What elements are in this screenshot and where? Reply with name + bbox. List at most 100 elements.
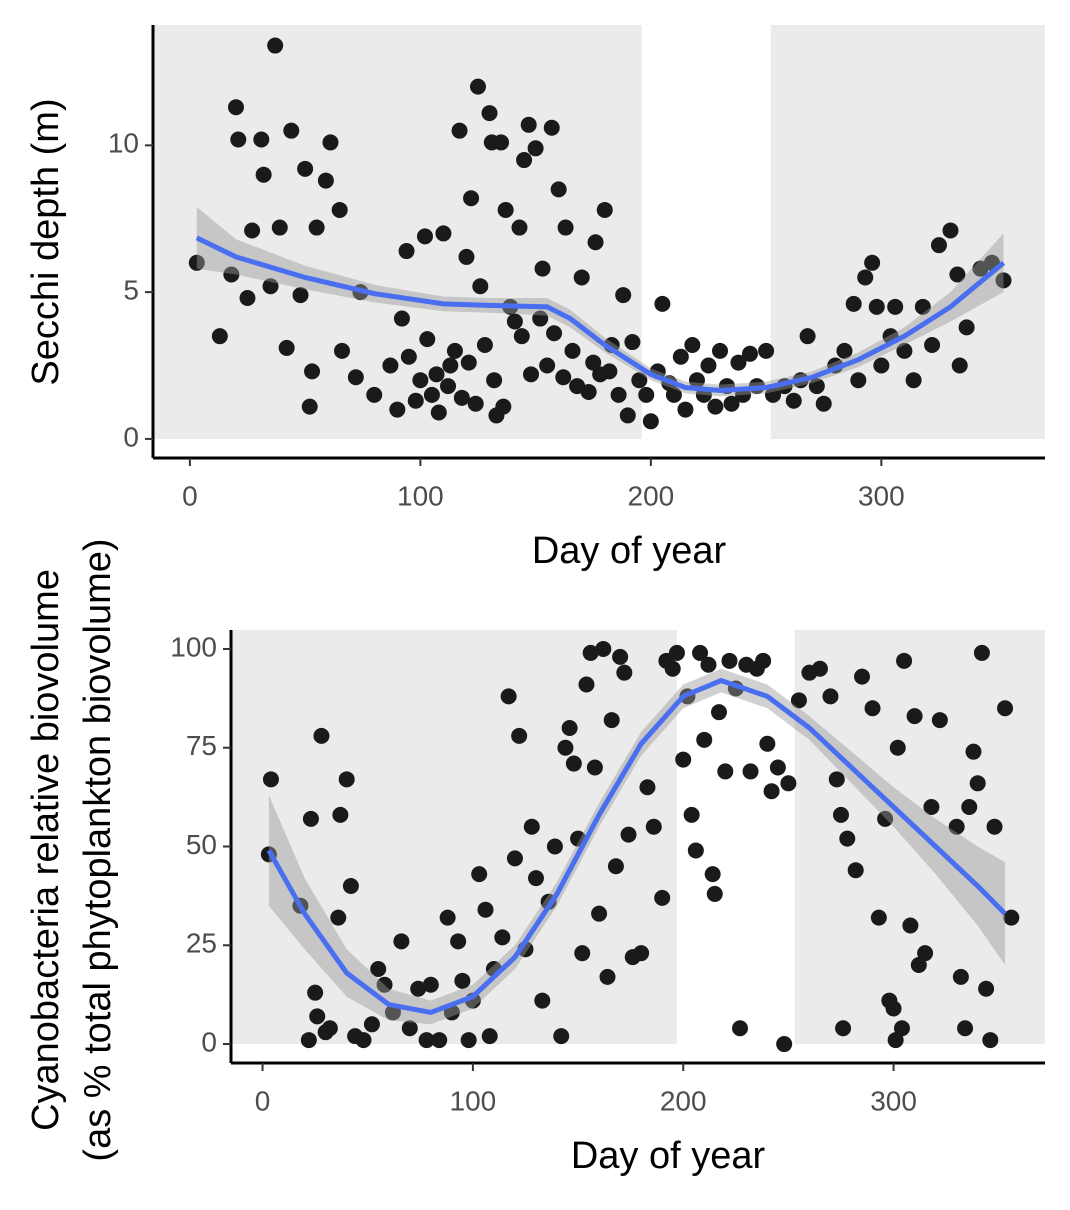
- data-point: [534, 260, 551, 277]
- data-point: [481, 1028, 498, 1045]
- data-point: [596, 201, 613, 218]
- data-point: [603, 712, 620, 729]
- data-point: [211, 328, 228, 345]
- data-point: [712, 342, 729, 359]
- data-point: [610, 386, 627, 403]
- data-point: [458, 248, 475, 265]
- x-axis-title: Day of year: [571, 1135, 766, 1177]
- data-point: [292, 287, 309, 304]
- data-point: [523, 366, 540, 383]
- data-point: [704, 866, 721, 883]
- x-tick-label: 0: [182, 480, 198, 511]
- data-point: [476, 336, 493, 353]
- data-point: [569, 378, 586, 395]
- data-point: [534, 992, 551, 1009]
- data-point: [973, 644, 990, 661]
- data-point: [982, 1032, 999, 1049]
- data-point: [271, 219, 288, 236]
- data-point: [619, 407, 636, 424]
- data-point: [665, 386, 682, 403]
- data-point: [435, 225, 452, 242]
- data-point: [546, 838, 563, 855]
- data-point: [539, 357, 556, 374]
- data-point: [407, 392, 424, 409]
- data-point: [506, 850, 523, 867]
- data-point: [864, 254, 881, 271]
- data-point: [471, 866, 488, 883]
- data-point: [949, 266, 966, 283]
- x-tick-label: 300: [870, 1085, 917, 1116]
- data-point: [460, 354, 477, 371]
- data-point: [832, 806, 849, 823]
- data-point: [586, 759, 603, 776]
- data-point: [283, 122, 300, 139]
- data-point: [389, 401, 406, 418]
- data-point: [710, 704, 727, 721]
- data-point: [923, 798, 940, 815]
- data-point: [557, 219, 574, 236]
- data-point: [995, 272, 1012, 289]
- confidence-band: [268, 668, 1006, 1025]
- data-point: [410, 980, 427, 997]
- data-point: [511, 727, 528, 744]
- data-point: [331, 201, 348, 218]
- data-point: [668, 644, 685, 661]
- data-point: [672, 348, 689, 365]
- y-tick-label: 75: [186, 730, 217, 761]
- x-tick-label: 300: [858, 480, 905, 511]
- y-tick-label: 25: [186, 928, 217, 959]
- data-point: [582, 644, 599, 661]
- data-point: [553, 1028, 570, 1045]
- data-point: [230, 131, 247, 148]
- data-point: [706, 885, 723, 902]
- data-point: [439, 909, 456, 926]
- data-point: [642, 413, 659, 430]
- x-tick-label: 100: [450, 1085, 497, 1116]
- data-point: [930, 237, 947, 254]
- data-point: [780, 775, 797, 792]
- x-axis-title: Day of year: [532, 530, 727, 572]
- y-tick-label: 5: [123, 275, 139, 306]
- data-point: [422, 976, 439, 993]
- smooth-line: [195, 235, 1006, 393]
- data-point: [620, 826, 637, 843]
- data-point: [446, 342, 463, 359]
- data-point: [393, 310, 410, 327]
- data-point: [765, 386, 782, 403]
- data-point: [428, 366, 445, 383]
- data-point: [300, 1032, 317, 1049]
- data-point: [961, 798, 978, 815]
- data-point: [454, 972, 471, 989]
- data-point: [227, 99, 244, 116]
- data-point: [790, 692, 807, 709]
- data-point: [742, 763, 759, 780]
- y-axis-title: Secchi depth (m): [25, 98, 67, 385]
- data-point: [481, 105, 498, 122]
- data-point: [440, 378, 457, 395]
- data-point: [763, 783, 780, 800]
- data-point: [857, 269, 874, 286]
- data-point: [615, 287, 632, 304]
- data-point: [366, 386, 383, 403]
- x-tick-label: 100: [397, 480, 444, 511]
- data-point: [595, 640, 612, 657]
- data-point: [561, 719, 578, 736]
- x-tick-label: 200: [660, 1085, 707, 1116]
- smooth-line: [266, 677, 1007, 1016]
- data-point: [969, 775, 986, 792]
- data-point: [776, 1036, 793, 1053]
- data-point: [516, 152, 533, 169]
- data-point: [799, 328, 816, 345]
- y-tick-label: 50: [186, 829, 217, 860]
- data-point: [301, 398, 318, 415]
- data-point: [442, 357, 459, 374]
- data-point: [721, 652, 738, 669]
- data-point: [342, 878, 359, 895]
- data-point: [591, 905, 608, 922]
- data-point: [677, 401, 694, 418]
- data-point: [965, 743, 982, 760]
- data-point: [896, 342, 913, 359]
- data-point: [557, 739, 574, 756]
- data-point: [255, 166, 272, 183]
- data-point: [330, 909, 347, 926]
